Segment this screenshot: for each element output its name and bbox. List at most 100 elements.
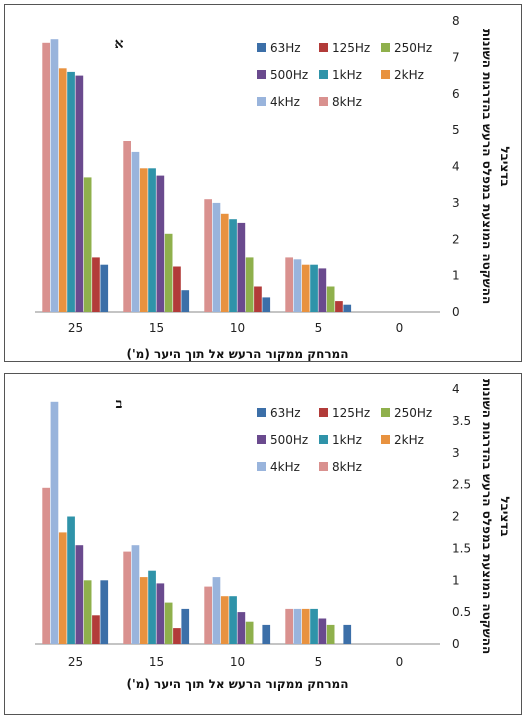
bar-8kHz-25 [42, 42, 50, 313]
y-tick-label: 2 [452, 510, 460, 524]
bar-4kHz-10 [212, 202, 221, 312]
bar-8kHz-15 [123, 551, 131, 644]
legend-label-63Hz: 63Hz [270, 41, 301, 55]
chart-b-svg: 0 0.5 1 1.5 2 2.5 3 3.5 4 25 15 10 5 0 המרחק ממקור הרע… [35, 379, 512, 691]
legend-label-4kHz: 4kHz [270, 460, 300, 474]
bar-250Hz-25 [83, 177, 92, 312]
legend-label-8kHz: 8kHz [332, 95, 362, 109]
y-tick-label: 4 [452, 382, 460, 396]
bar-63Hz-25 [100, 264, 109, 312]
x-tick-label: 0 [396, 321, 404, 335]
bar-1kHz-5 [310, 608, 318, 644]
bar-250Hz-25 [83, 580, 92, 645]
bar-1kHz-10 [229, 219, 237, 312]
bar-1kHz-15 [148, 570, 156, 644]
y-tick-label: 3 [452, 196, 460, 210]
legend-swatch-4kHz [257, 462, 266, 471]
bar-125Hz-15 [173, 266, 181, 312]
legend-label-500Hz: 500Hz [270, 68, 308, 82]
y-tick-label: 1 [452, 573, 460, 587]
bar-500Hz-15 [156, 583, 165, 644]
legend-swatch-500Hz [257, 70, 266, 79]
y-tick-label: 0.5 [452, 605, 471, 619]
bar-1kHz-10 [229, 596, 237, 644]
bar-8kHz-5 [285, 608, 293, 644]
x-tick-label: 10 [230, 321, 245, 335]
bar-63Hz-5 [343, 304, 352, 312]
legend-label-1kHz: 1kHz [332, 433, 362, 447]
bar-250Hz-15 [164, 233, 173, 312]
legend-swatch-63Hz [257, 43, 266, 52]
chart-panel-b: 0 0.5 1 1.5 2 2.5 3 3.5 4 25 15 10 5 0 המרחק ממקור הרע… [4, 373, 522, 715]
bar-8kHz-10 [204, 199, 212, 312]
bar-8kHz-15 [123, 141, 131, 312]
bar-250Hz-10 [245, 257, 254, 312]
y-axis-title: ההשקטה המוצעת במפלס הרעש בהדרגות השונות ב… [480, 379, 512, 654]
bar-63Hz-15 [181, 290, 190, 312]
y-tick-label: 4 [452, 160, 460, 174]
legend-label-1kHz: 1kHz [332, 68, 362, 82]
bar-4kHz-5 [293, 259, 302, 312]
legend-label-2kHz: 2kHz [394, 433, 424, 447]
legend-label-63Hz: 63Hz [270, 406, 301, 420]
legend-swatch-4kHz [257, 97, 266, 106]
y-tick-label: 6 [452, 87, 460, 101]
bar-63Hz-15 [181, 608, 190, 644]
bar-1kHz-5 [310, 264, 318, 312]
y-axis-title-line-2: בדציבל [498, 496, 512, 536]
x-tick-label: 10 [230, 655, 245, 669]
legend-swatch-2kHz [381, 70, 390, 79]
bar-125Hz-10 [254, 286, 262, 312]
bar-125Hz-25 [92, 615, 100, 644]
bar-500Hz-5 [318, 618, 327, 644]
x-axis-title: המרחק ממקור הרעש אל תוך היער (מ') [127, 347, 349, 361]
x-tick-label: 5 [315, 655, 323, 669]
legend-swatch-250Hz [381, 43, 390, 52]
bar-2kHz-15 [139, 168, 148, 312]
bar-4kHz-10 [212, 577, 221, 644]
bar-125Hz-25 [92, 257, 100, 312]
legend-swatch-250Hz [381, 408, 390, 417]
bar-2kHz-5 [301, 264, 310, 312]
bar-2kHz-25 [58, 68, 67, 312]
y-tick-label: 0 [452, 305, 460, 319]
bar-125Hz-5 [335, 301, 343, 312]
bar-2kHz-10 [220, 213, 229, 312]
legend-label-250Hz: 250Hz [394, 41, 432, 55]
x-axis-title: המרחק ממקור הרעש אל תוך היער (מ') [127, 677, 349, 691]
legend-label-250Hz: 250Hz [394, 406, 432, 420]
legend-swatch-1kHz [319, 70, 328, 79]
x-tick-label: 25 [68, 655, 83, 669]
legend-label-125Hz: 125Hz [332, 41, 370, 55]
x-tick-label: 15 [149, 655, 164, 669]
legend-swatch-125Hz [319, 43, 328, 52]
legend-label-125Hz: 125Hz [332, 406, 370, 420]
bar-2kHz-10 [220, 596, 229, 644]
bar-4kHz-15 [131, 151, 140, 312]
bar-1kHz-25 [67, 71, 75, 313]
chart-title: א [115, 36, 124, 52]
y-tick-label: 3.5 [452, 414, 471, 428]
bar-250Hz-15 [164, 602, 173, 644]
y-tick-label: 1 [452, 269, 460, 283]
x-tick-label: 25 [68, 321, 83, 335]
y-tick-label: 5 [452, 123, 460, 137]
bar-2kHz-5 [301, 608, 310, 644]
legend-swatch-8kHz [319, 97, 328, 106]
legend-swatch-8kHz [319, 462, 328, 471]
chart-panel-a: 0 1 2 3 4 5 6 7 8 25 15 10 5 0 המרחק ממקור הרעש אל תוך… [4, 4, 522, 362]
chart-a-svg: 0 1 2 3 4 5 6 7 8 25 15 10 5 0 המרחק ממקור הרעש אל תוך… [35, 14, 512, 361]
y-tick-label: 2.5 [452, 478, 471, 492]
legend-swatch-1kHz [319, 435, 328, 444]
bar-1kHz-15 [148, 168, 156, 312]
bar-4kHz-15 [131, 545, 140, 644]
legend-swatch-500Hz [257, 435, 266, 444]
bar-250Hz-10 [245, 621, 254, 644]
bar-63Hz-5 [343, 624, 352, 644]
bar-1kHz-25 [67, 516, 75, 644]
y-tick-label: 7 [452, 50, 460, 64]
y-axis-title: ההשקטה המוצעת במפלס הרעש בהדרגות השונות ב… [480, 29, 512, 304]
bar-63Hz-10 [262, 624, 271, 644]
x-tick-label: 0 [396, 655, 404, 669]
legend-label-2kHz: 2kHz [394, 68, 424, 82]
